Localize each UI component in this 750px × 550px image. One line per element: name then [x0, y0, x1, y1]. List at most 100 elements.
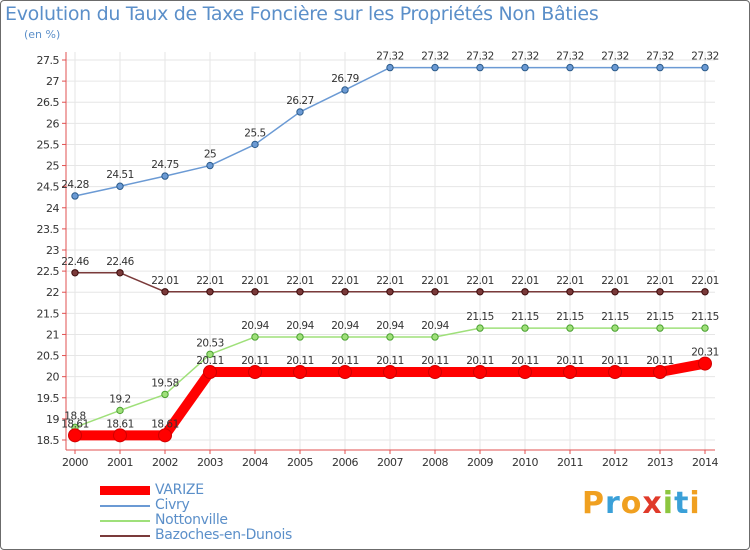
- data-label-varize: 20.11: [646, 355, 674, 367]
- data-point-bazoches-en-dunois: [161, 288, 169, 296]
- data-point-civry: [341, 86, 349, 94]
- data-point-varize: [518, 365, 532, 380]
- x-tick-label: 2005: [287, 456, 313, 469]
- data-point-nottonville: [521, 324, 529, 332]
- data-point-civry: [116, 182, 124, 190]
- data-point-bazoches-en-dunois: [116, 269, 124, 277]
- data-point-bazoches-en-dunois: [566, 288, 574, 296]
- data-label-nottonville: 18.8: [64, 410, 85, 422]
- data-label-nottonville: 20.53: [196, 337, 224, 349]
- x-tick-label: 2010: [512, 456, 538, 469]
- logo-letter-p: P: [582, 486, 605, 521]
- legend-swatch-varize: [100, 486, 150, 495]
- data-label-nottonville: 21.15: [691, 311, 719, 323]
- data-label-bazoches-en-dunois: 22.01: [331, 275, 359, 287]
- data-label-bazoches-en-dunois: 22.46: [61, 256, 89, 268]
- data-label-bazoches-en-dunois: 22.01: [466, 275, 494, 287]
- data-label-civry: 27.32: [646, 51, 674, 63]
- data-point-varize: [563, 365, 577, 380]
- y-tick-label: 25.5: [37, 138, 60, 151]
- data-point-varize: [203, 365, 217, 380]
- data-point-bazoches-en-dunois: [71, 269, 79, 277]
- data-label-bazoches-en-dunois: 22.01: [556, 275, 584, 287]
- unit-label: (en %): [24, 28, 61, 41]
- data-label-civry: 27.32: [601, 51, 629, 63]
- data-label-nottonville: 21.15: [511, 311, 539, 323]
- data-label-nottonville: 20.94: [241, 320, 269, 332]
- data-point-nottonville: [476, 324, 484, 332]
- y-tick-label: 26: [46, 117, 59, 130]
- data-label-varize: 20.11: [421, 355, 449, 367]
- data-point-nottonville: [116, 406, 124, 415]
- data-point-bazoches-en-dunois: [656, 288, 664, 296]
- legend-label-varize: VARIZE: [155, 482, 204, 498]
- y-tick-label: 22.5: [37, 265, 60, 278]
- data-point-nottonville: [386, 333, 394, 341]
- data-label-varize: 18.61: [151, 418, 179, 430]
- y-tick-label: 23.5: [37, 223, 60, 236]
- data-label-varize: 20.11: [376, 355, 404, 367]
- data-point-varize: [68, 428, 82, 443]
- data-point-varize: [428, 365, 442, 380]
- data-label-civry: 24.28: [61, 179, 89, 191]
- data-label-varize: 20.11: [331, 355, 359, 367]
- data-point-civry: [71, 192, 79, 200]
- data-label-bazoches-en-dunois: 22.01: [151, 275, 179, 287]
- data-point-nottonville: [251, 333, 259, 341]
- data-label-civry: 25: [204, 149, 216, 161]
- data-label-civry: 27.32: [511, 51, 539, 63]
- y-tick-label: 20: [46, 371, 59, 384]
- data-point-civry: [431, 63, 439, 72]
- x-tick-label: 2004: [242, 456, 268, 469]
- data-point-bazoches-en-dunois: [296, 288, 304, 296]
- data-point-nottonville: [161, 390, 169, 399]
- series-group: [68, 63, 712, 443]
- data-point-bazoches-en-dunois: [701, 288, 709, 296]
- data-point-civry: [656, 63, 664, 72]
- logo-letter-o: o: [620, 486, 643, 521]
- data-point-varize: [473, 365, 487, 380]
- legend-label-bazoches: Bazoches-en-Dunois: [155, 527, 293, 543]
- data-label-civry: 24.51: [106, 169, 134, 181]
- data-label-civry: 24.75: [151, 159, 179, 171]
- data-point-varize: [113, 428, 127, 443]
- data-label-nottonville: 20.94: [376, 320, 404, 332]
- legend-swatch-nottonville: [100, 520, 150, 522]
- logo-letter-t: t: [674, 486, 690, 521]
- data-label-varize: 20.11: [511, 355, 539, 367]
- data-point-nottonville: [431, 333, 439, 341]
- data-label-civry: 25.5: [244, 127, 265, 139]
- data-point-civry: [521, 63, 529, 72]
- x-tick-label: 2008: [422, 456, 448, 469]
- data-label-varize: 20.11: [466, 355, 494, 367]
- data-point-varize: [293, 365, 307, 380]
- data-point-civry: [701, 63, 709, 72]
- data-point-civry: [566, 63, 574, 72]
- y-tick-label: 27: [46, 75, 59, 88]
- data-point-varize: [608, 365, 622, 380]
- y-tick-label: 24.5: [37, 181, 60, 194]
- data-point-varize: [338, 365, 352, 380]
- y-tick-label: 25: [46, 160, 59, 173]
- data-point-nottonville: [296, 333, 304, 341]
- data-label-bazoches-en-dunois: 22.01: [376, 275, 404, 287]
- data-labels-group: 18.61 18.61 18.61 20.11 20.11 20.11 20.11 20.11…: [61, 51, 719, 431]
- data-point-bazoches-en-dunois: [431, 288, 439, 296]
- data-point-bazoches-en-dunois: [251, 288, 259, 296]
- data-point-bazoches-en-dunois: [386, 288, 394, 296]
- y-tick-label: 19.5: [37, 392, 60, 405]
- y-tick-label: 19: [46, 413, 59, 426]
- data-point-varize: [653, 365, 667, 380]
- logo-letter-i: i: [662, 486, 675, 521]
- data-point-bazoches-en-dunois: [521, 288, 529, 296]
- data-point-nottonville: [566, 324, 574, 332]
- data-point-bazoches-en-dunois: [206, 288, 214, 296]
- data-point-civry: [611, 63, 619, 72]
- data-label-varize: 20.11: [286, 355, 314, 367]
- x-tick-label: 2006: [332, 456, 358, 469]
- y-tick-label: 21: [46, 328, 59, 341]
- data-label-nottonville: 21.15: [646, 311, 674, 323]
- data-label-nottonville: 19.58: [151, 377, 179, 389]
- x-tick-label: 2007: [377, 456, 403, 469]
